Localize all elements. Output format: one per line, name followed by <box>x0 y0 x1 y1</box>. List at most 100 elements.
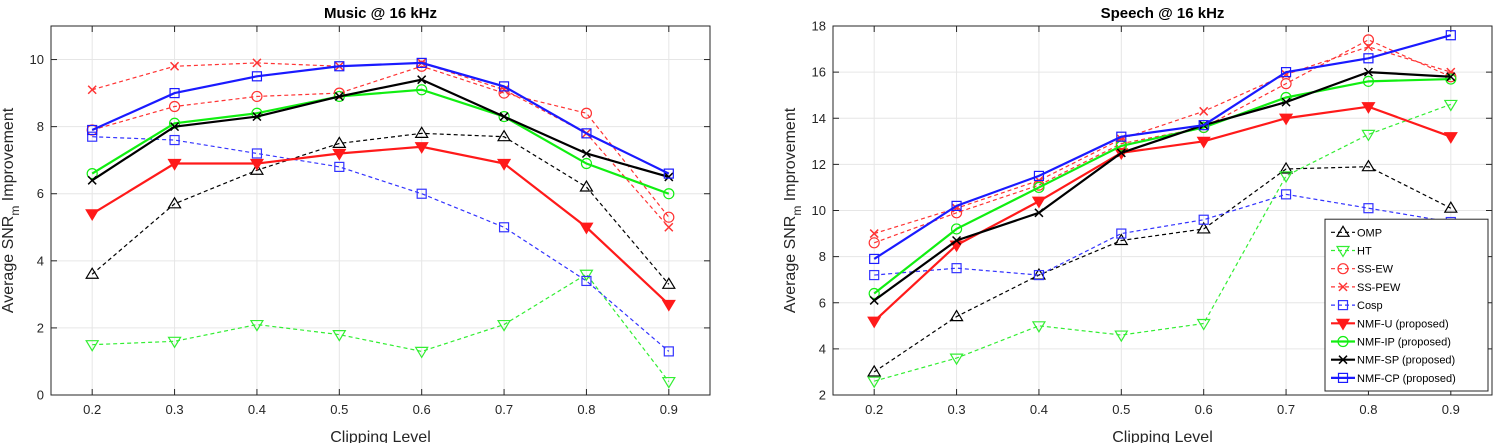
data-point <box>1114 330 1129 343</box>
data-point <box>86 168 98 180</box>
data-point <box>1361 102 1376 114</box>
data-point <box>1281 97 1291 107</box>
data-point <box>581 148 591 159</box>
series-2 <box>85 269 676 389</box>
data-point <box>1445 30 1456 41</box>
data-point <box>87 124 98 136</box>
y-tick-label: 12 <box>812 157 826 172</box>
legend-entry: HT <box>1331 246 1372 258</box>
legend-marker <box>1335 225 1351 237</box>
data-point <box>1443 132 1458 144</box>
data-point <box>663 168 674 179</box>
data-point <box>1280 67 1292 78</box>
data-point <box>868 237 880 249</box>
legend-label: SS-EW <box>1357 264 1394 276</box>
series-6 <box>85 142 676 312</box>
data-point <box>251 71 263 82</box>
data-point <box>169 87 180 99</box>
chart-title: Speech @ 16 kHz <box>1101 5 1225 22</box>
data-point <box>1033 181 1045 194</box>
data-point <box>1363 67 1373 77</box>
x-axis-label: Clipping Level <box>1112 429 1213 443</box>
y-axis-label: Average SNRm Improvement <box>782 107 804 313</box>
data-point <box>1031 321 1046 333</box>
data-point <box>1445 73 1457 85</box>
y-axis-label-tail: Improvement <box>0 107 17 205</box>
data-point <box>1198 120 1209 131</box>
data-point <box>1196 136 1211 149</box>
data-point <box>334 91 344 101</box>
series-line <box>873 77 1451 295</box>
series-9 <box>869 30 1456 265</box>
series-5 <box>87 131 674 357</box>
data-point <box>1279 171 1294 184</box>
x-tick-label: 0.5 <box>1112 402 1130 417</box>
x-tick-label: 0.2 <box>83 402 101 417</box>
y-tick-label: 2 <box>37 320 44 335</box>
y-axis-label-main: Average SNR <box>782 216 799 314</box>
data-point <box>1033 170 1045 182</box>
data-point <box>416 188 427 199</box>
x-tick-label: 0.9 <box>1442 402 1460 417</box>
data-point <box>1363 53 1374 64</box>
data-point <box>661 299 676 312</box>
legend-entry: Cosp <box>1331 300 1383 312</box>
legend-label: NMF-CP (proposed) <box>1357 373 1456 385</box>
x-tick-label: 0.2 <box>865 402 883 417</box>
x-axis-label: Clipping Level <box>330 429 431 443</box>
x-tick-label: 0.3 <box>166 402 184 417</box>
data-point <box>869 253 880 265</box>
data-point <box>661 376 676 389</box>
data-point <box>867 364 882 377</box>
y-axis-label-subscript: m <box>790 206 804 216</box>
legend-label: SS-PEW <box>1357 282 1401 294</box>
y-tick-label: 18 <box>812 19 826 34</box>
y-tick-label: 14 <box>812 111 826 126</box>
legend-entry: NMF-U (proposed) <box>1331 318 1449 331</box>
data-point <box>334 61 345 72</box>
data-point <box>869 295 879 305</box>
y-tick-label: 0 <box>37 388 44 403</box>
x-tick-label: 0.5 <box>330 402 348 417</box>
legend-marker <box>1337 372 1349 383</box>
series-line <box>91 78 670 182</box>
x-tick-label: 0.7 <box>1277 402 1295 417</box>
data-point <box>332 330 347 342</box>
data-point <box>498 110 510 123</box>
series-line <box>92 65 670 218</box>
data-point <box>497 129 512 142</box>
series-1 <box>85 126 676 289</box>
data-point <box>498 87 510 99</box>
x-tick-label: 0.6 <box>413 402 431 417</box>
series-7 <box>86 84 675 200</box>
series-8 <box>869 67 1456 305</box>
legend-marker <box>1338 282 1348 292</box>
data-point <box>579 222 594 235</box>
data-point <box>417 75 427 85</box>
x-tick-label: 0.4 <box>248 402 266 417</box>
data-point <box>85 340 100 352</box>
data-point <box>579 179 594 192</box>
data-point <box>581 275 592 287</box>
x-tick-label: 0.6 <box>1195 402 1213 417</box>
data-point <box>580 157 593 170</box>
data-point <box>497 158 512 171</box>
data-point <box>869 229 879 239</box>
data-point <box>332 136 347 149</box>
plot-area <box>51 26 710 395</box>
legend-label: OMP <box>1357 227 1382 239</box>
series-7 <box>868 73 1457 300</box>
data-point <box>1361 129 1376 142</box>
y-tick-label: 4 <box>819 341 826 356</box>
series-line <box>873 34 1452 260</box>
data-point <box>498 81 510 92</box>
data-point <box>663 188 675 200</box>
data-point <box>663 346 674 357</box>
x-tick-label: 0.9 <box>660 402 678 417</box>
data-point <box>499 112 509 122</box>
data-point <box>951 200 962 211</box>
y-tick-label: 10 <box>30 52 44 67</box>
legend-entry: NMF-CP (proposed) <box>1331 372 1456 385</box>
legend-entry: NMF-SP (proposed) <box>1331 355 1455 367</box>
chart-speech: 0.2 0.3 0.4 0.5 0.6 0.7 0.8 0.9 2 4 6 8 10 12 14 16 18 Sp… <box>782 5 1493 443</box>
